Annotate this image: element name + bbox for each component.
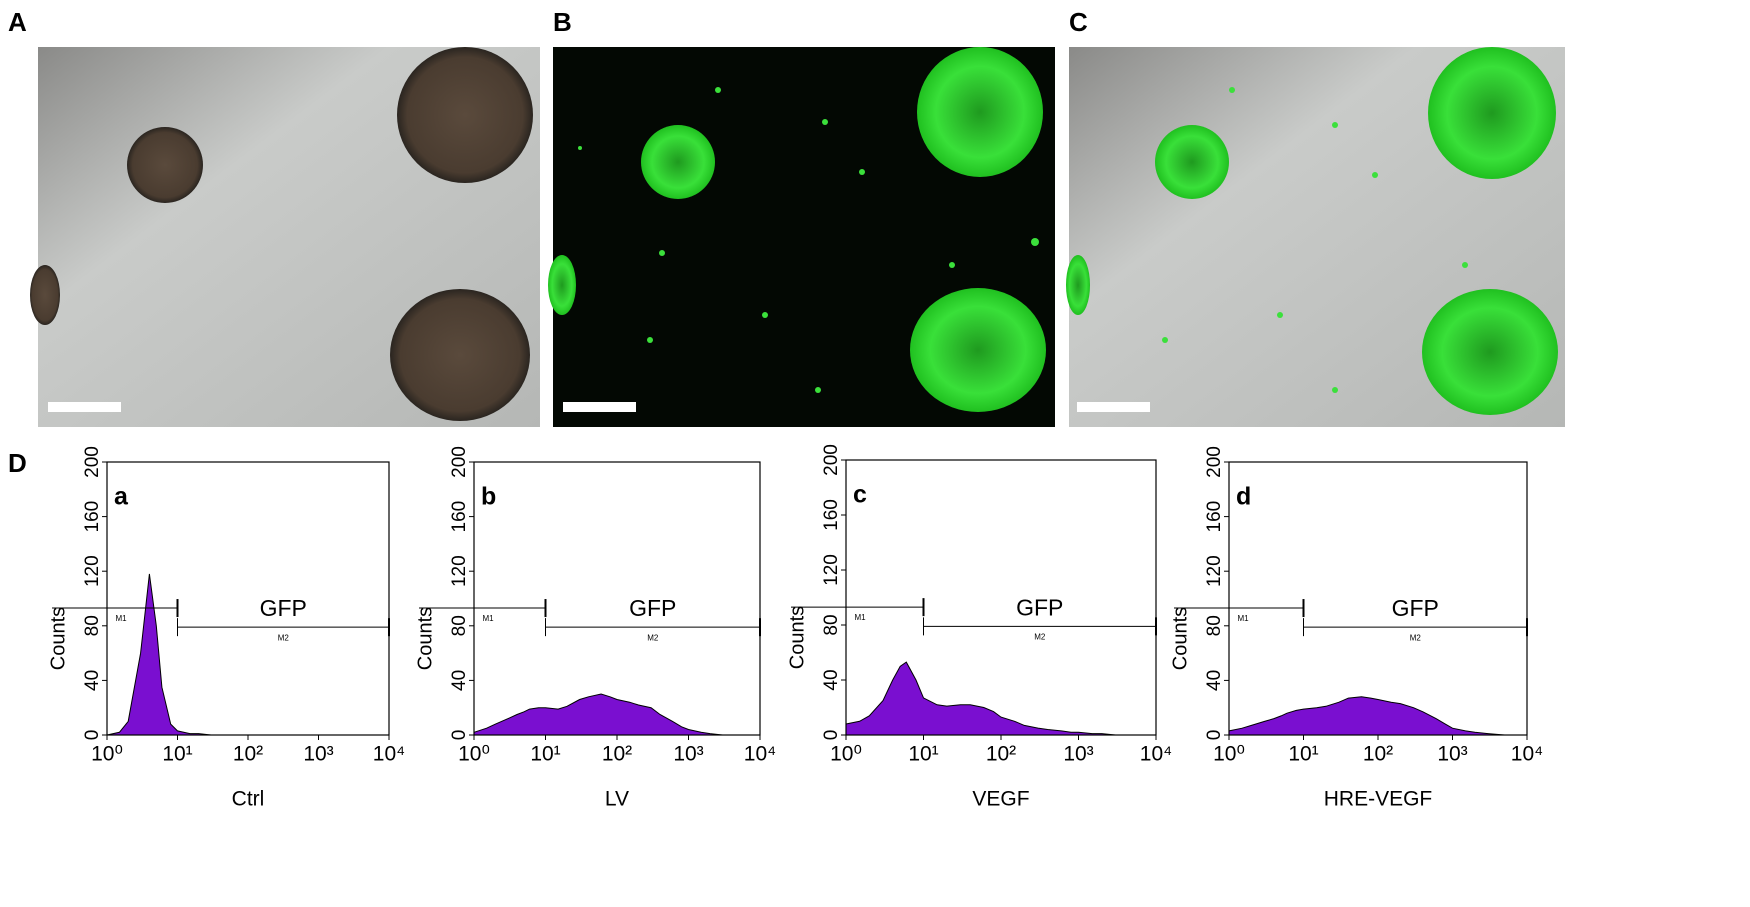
histogram-area — [845, 661, 1156, 736]
x-tick-label: 10⁴ — [1140, 743, 1172, 766]
panel-sublabel: c — [853, 481, 867, 509]
y-tick-label: 40 — [821, 669, 842, 690]
x-tick-label: 10² — [1363, 743, 1393, 766]
x-tick-label: 10⁰ — [830, 743, 862, 766]
x-tick-label: 10⁰ — [458, 743, 490, 766]
y-tick-label: 40 — [449, 670, 470, 691]
y-tick-label: 0 — [1204, 730, 1225, 741]
histogram-area — [1228, 696, 1527, 736]
plot-frame — [473, 461, 761, 736]
panel-sublabel: a — [114, 483, 129, 511]
y-tick-label: 120 — [1204, 555, 1225, 587]
y-tick-label: 160 — [821, 499, 842, 531]
gate-label: M1 — [482, 614, 494, 623]
gate-annotation: GFP — [260, 595, 307, 621]
y-axis-label: Counts — [1169, 607, 1191, 670]
y-tick-label: 0 — [82, 730, 103, 741]
y-axis-label: Counts — [47, 607, 69, 670]
gate-annotation: GFP — [1016, 594, 1063, 620]
y-tick-label: 200 — [1204, 446, 1225, 478]
x-tick-label: 10³ — [303, 743, 333, 766]
y-tick-label: 200 — [82, 446, 103, 478]
gate-label: M1 — [854, 613, 866, 622]
micrograph-fluorescence — [548, 47, 1055, 427]
gate-label: M1 — [1237, 614, 1249, 623]
histogram-area — [106, 573, 389, 736]
x-tick-label: 10³ — [1063, 743, 1093, 766]
y-tick-label: 120 — [82, 555, 103, 587]
x-axis-label: VEGF — [972, 788, 1029, 811]
y-tick-label: 80 — [821, 614, 842, 635]
x-axis-label: Ctrl — [232, 788, 265, 811]
y-axis-label: Counts — [786, 606, 808, 669]
x-tick-label: 10⁴ — [373, 743, 405, 766]
x-axis-label: LV — [605, 788, 629, 811]
y-tick-label: 120 — [821, 554, 842, 586]
x-tick-label: 10¹ — [530, 743, 560, 766]
panel-label: D — [8, 448, 27, 478]
x-tick-label: 10² — [233, 743, 263, 766]
y-tick-label: 160 — [449, 501, 470, 533]
y-tick-label: 160 — [1204, 501, 1225, 533]
x-tick-label: 10¹ — [1288, 743, 1318, 766]
y-tick-label: 80 — [449, 615, 470, 636]
x-tick-label: 10⁴ — [1511, 743, 1543, 766]
x-tick-label: 10³ — [1437, 743, 1467, 766]
y-tick-label: 0 — [821, 730, 842, 741]
gate-label: M2 — [1410, 633, 1422, 642]
histogram-area — [473, 693, 760, 736]
panel-label: B — [553, 7, 572, 37]
y-axis-label: Counts — [414, 607, 436, 670]
gate-label: M2 — [1034, 632, 1046, 641]
micrograph-merge — [1066, 47, 1565, 427]
panel-label: A — [8, 7, 27, 37]
x-tick-label: 10⁰ — [91, 743, 123, 766]
y-tick-label: 80 — [1204, 615, 1225, 636]
gate-label: M1 — [115, 614, 127, 623]
x-tick-label: 10² — [602, 743, 632, 766]
x-tick-label: 10¹ — [908, 743, 938, 766]
y-tick-label: 120 — [449, 555, 470, 587]
y-tick-label: 160 — [82, 501, 103, 533]
y-tick-label: 200 — [449, 446, 470, 478]
x-axis-label: HRE-VEGF — [1324, 788, 1433, 811]
micrograph-brightfield — [30, 47, 540, 427]
x-tick-label: 10⁴ — [744, 743, 776, 766]
y-tick-label: 80 — [82, 615, 103, 636]
gate-label: M2 — [278, 633, 290, 642]
gate-annotation: GFP — [629, 595, 676, 621]
x-tick-label: 10¹ — [162, 743, 192, 766]
x-tick-label: 10² — [986, 743, 1016, 766]
y-tick-label: 0 — [449, 730, 470, 741]
y-tick-label: 200 — [821, 444, 842, 476]
gate-label: M2 — [647, 633, 659, 642]
plot-frame — [1228, 461, 1528, 736]
x-tick-label: 10³ — [673, 743, 703, 766]
x-tick-label: 10⁰ — [1213, 743, 1245, 766]
y-tick-label: 40 — [82, 670, 103, 691]
panel-label: C — [1069, 7, 1088, 37]
y-tick-label: 40 — [1204, 670, 1225, 691]
panel-sublabel: b — [481, 483, 496, 511]
panel-sublabel: d — [1236, 483, 1251, 511]
gate-annotation: GFP — [1392, 595, 1439, 621]
